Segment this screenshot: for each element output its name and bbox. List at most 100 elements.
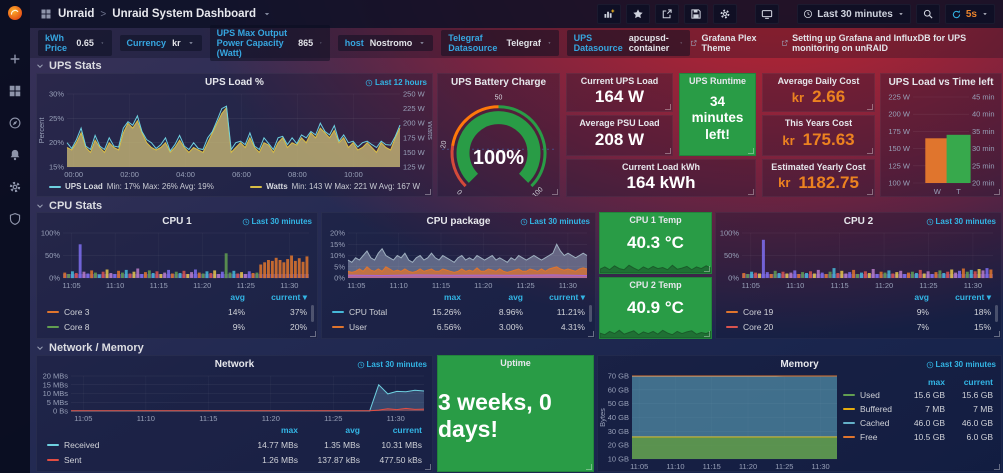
refresh-picker[interactable]: 5s xyxy=(944,4,995,24)
legend-column[interactable]: max xyxy=(443,292,461,302)
legend-column[interactable]: max xyxy=(927,376,945,387)
panel-title[interactable]: Average Daily Cost xyxy=(777,76,860,86)
panel-title[interactable]: UPS Load % xyxy=(205,77,264,88)
network-chart[interactable]: 20 MBs 15 MBs 10 MBs 5 MBs 0 Bs 11:05 11:10 11:… xyxy=(37,371,432,423)
panel-title[interactable]: UPS Battery Charge xyxy=(450,77,547,88)
caret-down-icon[interactable] xyxy=(262,9,272,19)
variable-value[interactable]: Telegraf xyxy=(506,38,541,48)
zoom-out-time-button[interactable] xyxy=(915,4,940,24)
panel-title[interactable]: UPS Runtime xyxy=(688,76,746,86)
panel-title[interactable]: CPU 2 Temp xyxy=(629,280,682,290)
ups-load-chart[interactable]: 30% 25% 20% 15% 250 W 225 W 200 W 175 W 150 W 125… xyxy=(37,89,432,180)
panel-title[interactable]: CPU package xyxy=(426,216,491,227)
add-panel-button[interactable] xyxy=(597,4,622,24)
panel-title[interactable]: Uptime xyxy=(500,358,531,368)
variable-ups-max-output-power-capacity-watt-[interactable]: UPS Max Output Power Capacity (Watt) 865 xyxy=(209,25,330,61)
dashboard-link[interactable]: Grafana Plex Theme xyxy=(690,33,765,53)
variable-value[interactable]: 865 xyxy=(298,38,314,48)
row-header-ups-stats[interactable]: UPS Stats xyxy=(35,59,102,72)
legend-series-user[interactable]: User 6.56% 3.00% 4.31% xyxy=(332,319,585,334)
legend-column[interactable]: avg xyxy=(345,425,360,435)
variable-ups-datasource[interactable]: UPS Datasource apcupsd-container xyxy=(566,30,691,56)
panel-time-range[interactable]: Last 30 minutes xyxy=(357,360,427,369)
panel-title[interactable]: Average PSU Load xyxy=(579,118,660,128)
explore-compass-icon[interactable] xyxy=(8,116,22,130)
dashboard-settings-button[interactable] xyxy=(713,4,738,24)
star-dashboard-button[interactable] xyxy=(626,4,651,24)
legend-series-cached[interactable]: Cached 46.0 GB 46.0 GB xyxy=(843,416,993,430)
grafana-logo-icon[interactable] xyxy=(7,5,23,21)
variable-value[interactable]: kr xyxy=(172,38,181,48)
panel-title[interactable]: Memory xyxy=(780,359,819,370)
legend-series-core-8[interactable]: Core 8 9% 20% xyxy=(47,319,307,334)
alerting-bell-icon[interactable] xyxy=(8,148,22,162)
legend-series-received[interactable]: Received 14.77 MBs 1.35 MBs 10.31 MBs xyxy=(47,437,422,452)
panel-time-range[interactable]: Last 12 hours xyxy=(365,78,427,87)
cpu1-chart[interactable]: 100% 50% 0% 11:05 11:10 11:15 11:20 11:25 11:30 xyxy=(37,228,317,290)
time-range-picker[interactable]: Last 30 minutes xyxy=(797,4,911,24)
panel-uptime: Uptime 3 weeks, 0 days! xyxy=(437,355,594,472)
legend-series-sent[interactable]: Sent 1.26 MBs 137.87 kBs 477.50 kBs xyxy=(47,452,422,467)
row-header-cpu-stats[interactable]: CPU Stats xyxy=(35,199,102,212)
dashboard-link[interactable]: Setting up Grafana and InfluxDB for UPS … xyxy=(781,33,993,53)
memory-chart[interactable]: 70 GB 60 GB 50 GB 40 GB 30 GB 20 GB 10 GB 11:05… xyxy=(598,371,843,471)
legend-series-free[interactable]: Free 10.5 GB 6.0 GB xyxy=(843,430,993,444)
legend-ups-load[interactable]: UPS Load Min: 17% Max: 26% Avg: 19% xyxy=(49,182,214,191)
legend-column[interactable]: current ▾ xyxy=(271,291,307,302)
legend-series-core-20[interactable]: Core 20 7% 15% xyxy=(726,319,991,334)
panel-title[interactable]: Network xyxy=(214,359,255,370)
row-header-network-memory[interactable]: Network / Memory xyxy=(35,341,144,354)
battery-charge-gauge[interactable]: 0 20 50 100 100% xyxy=(438,89,559,196)
legend-column[interactable]: avg xyxy=(508,292,523,302)
variable-currency[interactable]: Currency kr xyxy=(119,35,202,51)
series-swatch xyxy=(726,325,738,328)
legend-column[interactable]: current xyxy=(392,425,422,435)
legend-column[interactable]: current ▾ xyxy=(549,291,585,302)
server-admin-shield-icon[interactable] xyxy=(8,212,22,226)
cpu2-chart[interactable]: 100% 50% 0% 11:05 11:10 11:15 11:20 11:25 11:30 xyxy=(716,228,1001,290)
legend-series-core-19[interactable]: Core 19 9% 18% xyxy=(726,304,991,319)
panel-time-range[interactable]: Last 30 minutes xyxy=(520,217,590,226)
refresh-icon[interactable] xyxy=(951,9,962,20)
panel-title[interactable]: CPU 2 xyxy=(843,216,874,227)
legend-series-used[interactable]: Used 15.6 GB 15.6 GB xyxy=(843,388,993,402)
save-dashboard-button[interactable] xyxy=(684,4,709,24)
variable-value[interactable]: Nostromo xyxy=(369,38,413,48)
panel-title[interactable]: UPS Load vs Time left xyxy=(888,77,994,88)
create-icon[interactable] xyxy=(8,52,22,66)
variable-telegraf-datasource[interactable]: Telegraf Datasource Telegraf xyxy=(441,30,559,56)
panel-title[interactable]: This Years Cost xyxy=(784,118,853,128)
load-vs-time-bar-chart[interactable]: 225 W 200 W 175 W 150 W 125 W 100 W 45 min 40 m… xyxy=(881,89,1001,197)
variable-host[interactable]: host Nostromo xyxy=(337,35,434,51)
legend-series-buffered[interactable]: Buffered 7 MB 7 MB xyxy=(843,402,993,416)
panel-title[interactable]: CPU 1 xyxy=(162,216,192,227)
panel-title[interactable]: Estimated Yearly Cost xyxy=(771,162,866,172)
legend-column[interactable]: avg xyxy=(914,292,929,302)
series-stat-value: 4.31% xyxy=(560,321,585,332)
panel-title[interactable]: Current Load kWh xyxy=(622,162,700,172)
dashboard-grid-icon[interactable] xyxy=(40,8,52,20)
legend-watts[interactable]: Watts Min: 143 W Max: 221 W Avg: 167 W xyxy=(250,182,420,191)
variable-kwh-price[interactable]: kWh Price 0.65 xyxy=(38,30,112,56)
share-dashboard-button[interactable] xyxy=(655,4,680,24)
breadcrumb-app[interactable]: Unraid xyxy=(58,8,95,20)
variable-value[interactable]: apcupsd-container xyxy=(628,33,670,53)
panel-time-range[interactable]: Last 30 minutes xyxy=(242,217,312,226)
panel-time-range[interactable]: Last 30 minutes xyxy=(926,360,996,369)
configuration-gear-icon[interactable] xyxy=(8,180,22,194)
legend-series-core-3[interactable]: Core 3 14% 37% xyxy=(47,304,307,319)
cycle-view-tv-button[interactable] xyxy=(755,4,780,24)
legend-column[interactable]: max xyxy=(280,425,298,435)
panel-time-range[interactable]: Last 30 minutes xyxy=(926,217,996,226)
panel-title[interactable]: CPU 1 Temp xyxy=(629,215,682,225)
cpu-package-chart[interactable]: 20% 15% 10% 5% 0% 11:05 11:10 11:15 11:20 11:25 11… xyxy=(322,228,595,290)
panel-title[interactable]: Current UPS Load xyxy=(580,76,659,86)
currency-amount: 2.66 xyxy=(812,87,846,106)
legend-series-cpu-total[interactable]: CPU Total 15.26% 8.96% 11.21% xyxy=(332,304,585,319)
legend-column[interactable]: current xyxy=(963,376,993,387)
variable-value[interactable]: 0.65 xyxy=(76,38,94,48)
dashboards-icon[interactable] xyxy=(8,84,22,98)
legend-column[interactable]: current ▾ xyxy=(955,291,991,302)
breadcrumb-title[interactable]: Unraid System Dashboard xyxy=(112,8,257,20)
legend-column[interactable]: avg xyxy=(230,292,245,302)
